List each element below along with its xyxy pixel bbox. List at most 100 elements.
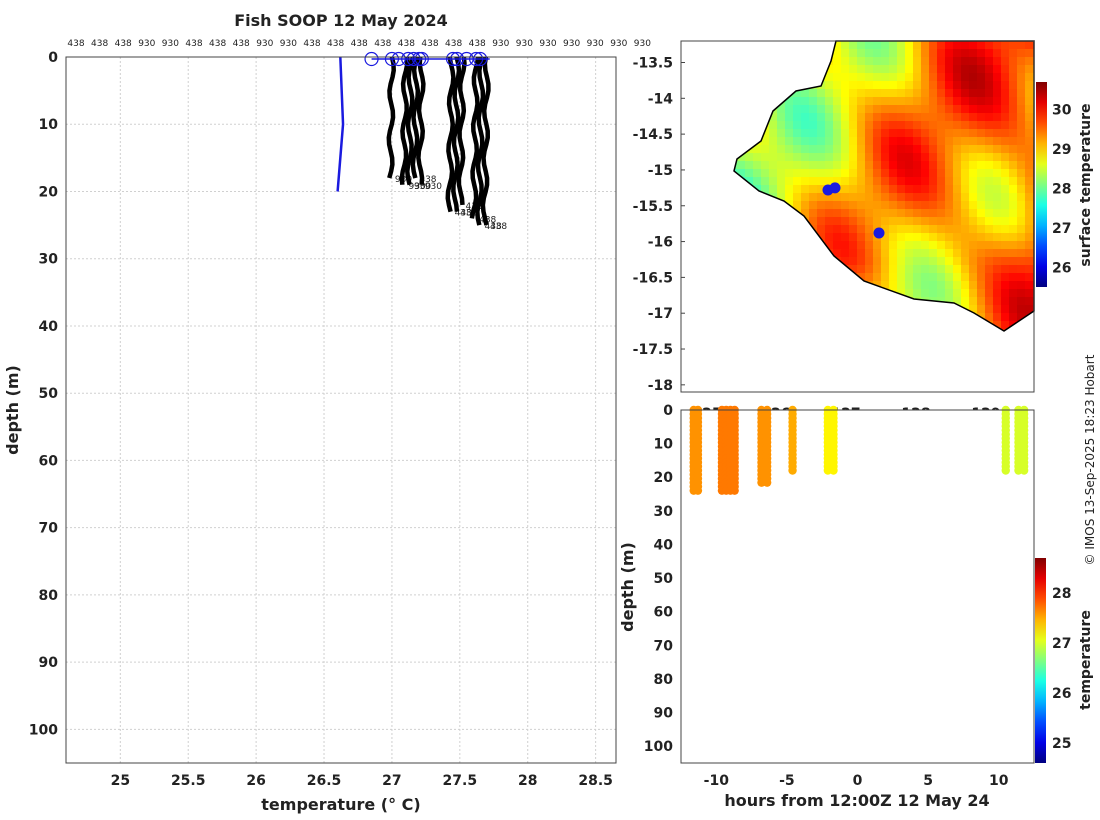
- sst-cell: [873, 265, 881, 273]
- sst-cell: [1001, 257, 1009, 265]
- profile-end-label: 438: [490, 222, 507, 232]
- sst-cell: [865, 185, 873, 193]
- sst-cell: [889, 41, 897, 49]
- profile-end-label: 438: [479, 215, 496, 225]
- sst-cell: [961, 81, 969, 89]
- surface-marker: [473, 51, 488, 67]
- sst-cell: [969, 97, 977, 105]
- sst-cell: [1009, 225, 1017, 233]
- sst-cell: [985, 41, 993, 49]
- sst-cell: [969, 225, 977, 233]
- sst-cell: [953, 41, 961, 49]
- sst-cell: [897, 249, 905, 257]
- sst-cell: [905, 265, 913, 273]
- sst-cell: [1001, 89, 1009, 97]
- sst-cell: [913, 121, 921, 129]
- map-y-tick-label: -16.5: [633, 270, 673, 286]
- sst-cell: [881, 281, 889, 289]
- top-cast-label: 438: [374, 39, 391, 49]
- sst-cell: [921, 273, 929, 281]
- y-tick-label: 50: [39, 386, 59, 402]
- sst-cell: [857, 73, 865, 81]
- sst-cell: [905, 105, 913, 113]
- sst-cell: [873, 209, 881, 217]
- sst-cell: [977, 57, 985, 65]
- sst-cell: [961, 297, 969, 305]
- sst-cell: [985, 49, 993, 57]
- sst-cell: [857, 129, 865, 137]
- sst-cell: [993, 41, 1001, 49]
- sst-cell: [801, 153, 809, 161]
- sst-cell: [1017, 233, 1025, 241]
- sst-cell: [865, 65, 873, 73]
- sst-cell: [937, 113, 945, 121]
- sst-cell: [961, 161, 969, 169]
- sst-cell: [969, 185, 977, 193]
- sst-cell: [897, 153, 905, 161]
- sst-cell: [777, 145, 785, 153]
- cast-column: [788, 405, 797, 475]
- sst-cell: [777, 137, 785, 145]
- sst-cell: [809, 137, 817, 145]
- sst-cell: [825, 145, 833, 153]
- sst-cell: [977, 137, 985, 145]
- sst-cell: [1009, 121, 1017, 129]
- sst-cell: [985, 313, 993, 321]
- sst-cell: [953, 241, 961, 249]
- sst-cell: [825, 161, 833, 169]
- sst-cell: [841, 153, 849, 161]
- sst-cell: [841, 209, 849, 217]
- sst-cell: [809, 193, 817, 201]
- sst-cell: [913, 65, 921, 73]
- sst-cell: [921, 185, 929, 193]
- sst-cell: [913, 81, 921, 89]
- sst-cell: [825, 217, 833, 225]
- sst-cell: [1001, 97, 1009, 105]
- sst-cell: [969, 105, 977, 113]
- sst-cell: [761, 185, 769, 193]
- sst-cell: [1009, 65, 1017, 73]
- sst-cell: [993, 129, 1001, 137]
- sst-cell: [865, 169, 873, 177]
- sst-cell: [929, 105, 937, 113]
- sst-cell: [1025, 113, 1033, 121]
- sst-cell: [945, 193, 953, 201]
- sst-cell: [849, 177, 857, 185]
- sst-cell: [841, 257, 849, 265]
- sst-cell: [897, 105, 905, 113]
- sst-cell: [969, 121, 977, 129]
- sst-cell: [993, 217, 1001, 225]
- profile-end-label: 438: [419, 175, 436, 185]
- sst-cell: [913, 209, 921, 217]
- sst-cell: [801, 97, 809, 105]
- sst-cell: [921, 129, 929, 137]
- sst-cell: [921, 97, 929, 105]
- temp-colorbar-tick: 26: [1052, 686, 1071, 702]
- top-cast-label: 438: [185, 39, 202, 49]
- sst-cell: [929, 233, 937, 241]
- sst-cell: [825, 137, 833, 145]
- sst-cell: [969, 153, 977, 161]
- sst-cell: [937, 249, 945, 257]
- cast-column: [1019, 405, 1029, 475]
- sst-cell: [897, 233, 905, 241]
- sst-cell: [833, 105, 841, 113]
- sst-cell: [857, 233, 865, 241]
- sst-cell: [977, 81, 985, 89]
- sst-cell: [897, 137, 905, 145]
- sst-cell: [1025, 265, 1033, 273]
- surface-marker: [414, 51, 429, 67]
- sst-cell: [873, 49, 881, 57]
- sst-cell: [833, 57, 841, 65]
- sst-cell: [777, 129, 785, 137]
- sst-cell: [905, 89, 913, 97]
- sst-cell: [985, 225, 993, 233]
- sst-cell: [1009, 281, 1017, 289]
- sst-cell: [833, 81, 841, 89]
- profile-line: [399, 56, 410, 185]
- sst-cell: [977, 233, 985, 241]
- sst-cell: [889, 121, 897, 129]
- sst-cell: [961, 265, 969, 273]
- sst-cell: [785, 177, 793, 185]
- sst-cell: [825, 233, 833, 241]
